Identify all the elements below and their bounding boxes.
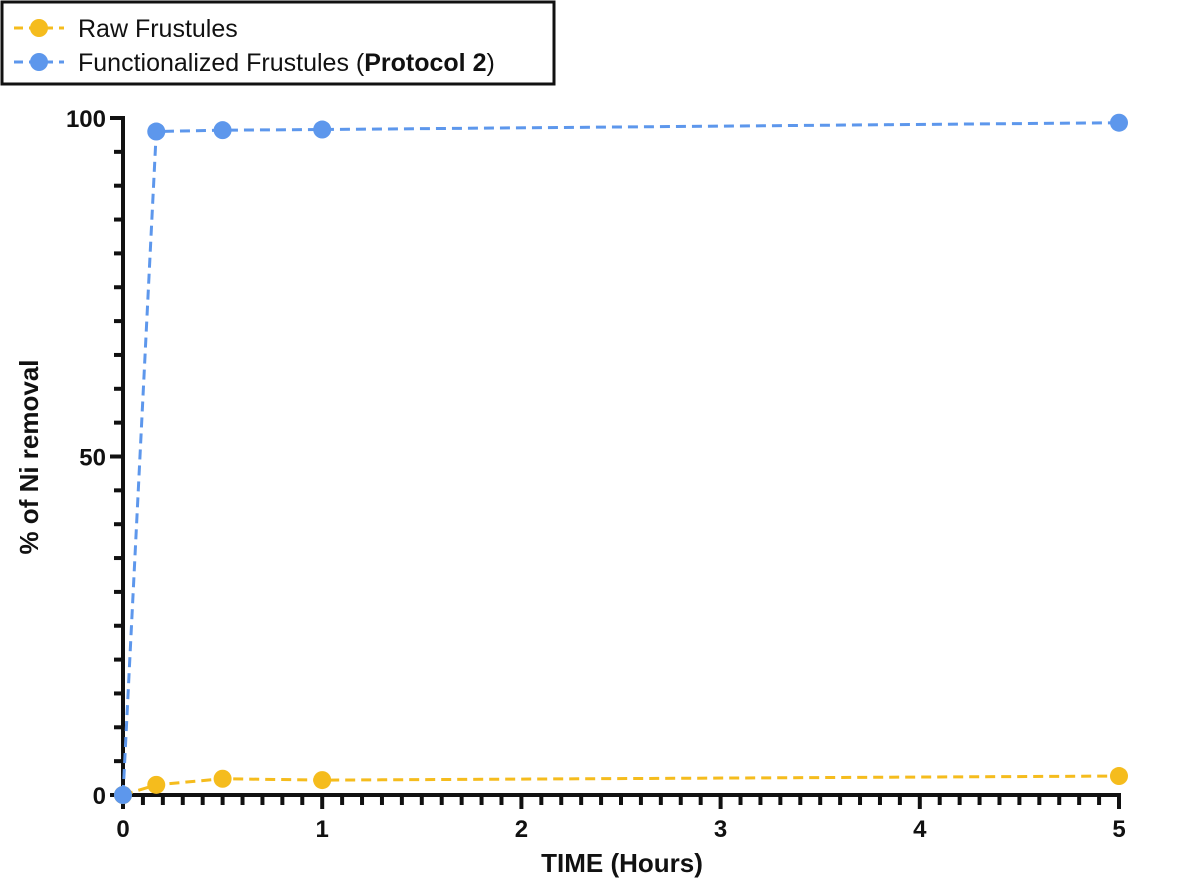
- series-layer: [114, 113, 1128, 804]
- legend-entry-raw: Raw Frustules: [14, 15, 238, 43]
- data-point: [114, 786, 132, 804]
- y-axis-title: % of Ni removal: [14, 359, 44, 554]
- x-axis: 0 1 2 3 4 5: [116, 793, 1126, 843]
- y-axis: 0 50 100: [66, 106, 125, 810]
- x-tick-label: 4: [913, 816, 927, 843]
- series-line: [122, 774, 1120, 797]
- legend: Raw Frustules Functionalized Frustules (…: [0, 0, 556, 86]
- legend-label-raw: Raw Frustules: [78, 15, 238, 43]
- data-point: [313, 120, 332, 139]
- legend-label-functionalized-bold: Protocol 2: [364, 49, 486, 77]
- x-tick-label: 5: [1112, 816, 1125, 843]
- x-tick-label: 3: [714, 816, 727, 843]
- legend-swatch-marker-raw: [30, 19, 48, 37]
- legend-label-functionalized-suffix: ): [486, 49, 494, 77]
- y-tick-label: 50: [79, 445, 106, 472]
- series-functionalized: [114, 113, 1128, 804]
- data-point: [1110, 113, 1128, 132]
- y-tick-label: 100: [66, 106, 106, 133]
- data-point: [1110, 767, 1128, 786]
- series-raw: [114, 767, 1128, 804]
- legend-swatch-marker-functionalized: [30, 53, 48, 71]
- x-axis-title: TIME (Hours): [541, 848, 703, 878]
- data-point: [147, 775, 166, 794]
- legend-label-functionalized: Functionalized Frustules (Protocol 2): [78, 49, 495, 77]
- legend-box: [0, 0, 556, 86]
- y-tick-label: 0: [93, 783, 106, 810]
- x-tick-label: 2: [515, 816, 528, 843]
- x-tick-label: 1: [316, 816, 329, 843]
- x-tick-label: 0: [116, 816, 129, 843]
- data-point: [147, 122, 166, 141]
- series-line: [121, 121, 1120, 796]
- data-point: [313, 771, 332, 790]
- legend-label-functionalized-main: Functionalized Frustules (: [78, 49, 365, 77]
- data-point: [213, 769, 232, 788]
- data-point: [213, 121, 232, 140]
- legend-entry-functionalized: Functionalized Frustules (Protocol 2): [14, 49, 495, 77]
